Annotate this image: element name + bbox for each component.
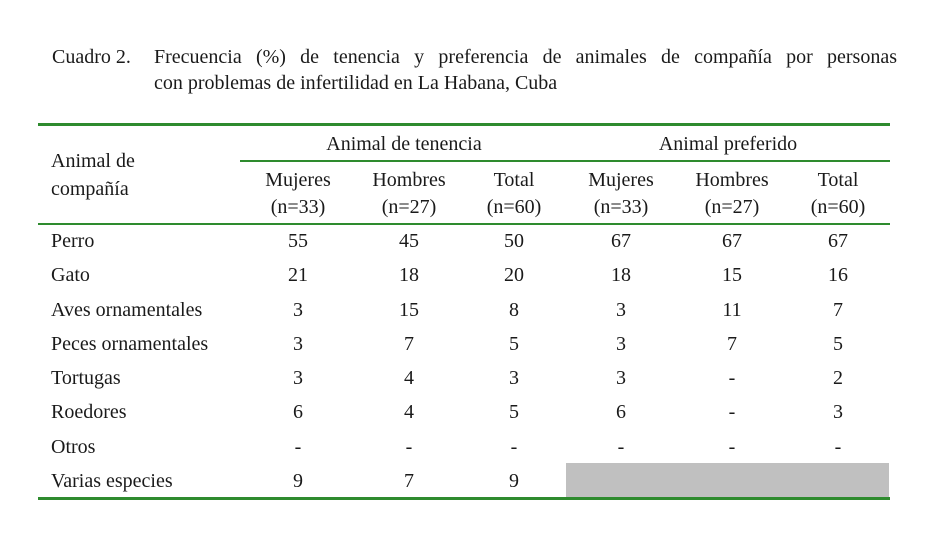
table-cell: 7	[833, 299, 843, 321]
table-cell: 15	[399, 299, 419, 321]
column-header-n: (n=60)	[810, 196, 866, 218]
caption-line-2: con problemas de infertilidad en La Haba…	[154, 72, 558, 94]
table-cell: 8	[509, 299, 519, 321]
table-cell: 50	[504, 230, 524, 252]
caption-label: Cuadro 2.	[52, 46, 131, 68]
table-cell: 18	[611, 264, 631, 286]
table-cell: -	[617, 436, 625, 458]
table-cell: 9	[293, 470, 303, 492]
row-label: Gato	[51, 264, 90, 286]
table-cell: -	[728, 367, 736, 389]
table-cell: 9	[509, 470, 519, 492]
table-cell: -	[510, 436, 518, 458]
column-header-n: (n=27)	[381, 196, 437, 218]
table-cell: 7	[727, 333, 737, 355]
table-cell: 5	[509, 401, 519, 423]
table-caption: Cuadro 2. Frecuencia (%) de tenencia y p…	[52, 44, 897, 96]
table-cell: 7	[404, 470, 414, 492]
table-bottom-rule	[38, 497, 890, 500]
row-label: Varias especies	[51, 470, 173, 492]
column-header-n: (n=27)	[704, 196, 760, 218]
column-header-label: Hombres	[695, 169, 769, 191]
table-cell: 21	[288, 264, 308, 286]
column-header-n: (n=33)	[593, 196, 649, 218]
table-cell: 15	[722, 264, 742, 286]
column-header-label: Hombres	[372, 169, 446, 191]
caption-line-1: Frecuencia (%) de tenencia y preferencia…	[154, 46, 897, 68]
table-cell: 2	[833, 367, 843, 389]
column-header-n: (n=33)	[270, 196, 326, 218]
table-cell: 5	[509, 333, 519, 355]
table-cell: 20	[504, 264, 524, 286]
table-cell: 3	[293, 333, 303, 355]
table-cell: 3	[293, 367, 303, 389]
table-cell: -	[834, 436, 842, 458]
table-cell: 11	[722, 299, 742, 321]
row-label: Roedores	[51, 401, 127, 423]
table-cell: 55	[288, 230, 308, 252]
table-cell: 6	[616, 401, 626, 423]
table-cell: -	[294, 436, 302, 458]
table-cell: 3	[616, 367, 626, 389]
table-cell: -	[728, 436, 736, 458]
column-header-label: Mujeres	[588, 169, 654, 191]
group-header-preferido: Animal preferido	[658, 133, 798, 155]
header-bottom-rule	[38, 223, 890, 225]
table-cell: 16	[828, 264, 848, 286]
table-cell: 7	[404, 333, 414, 355]
group-header-rule	[240, 160, 890, 162]
table-cell: -	[405, 436, 413, 458]
table-cell: 4	[404, 401, 414, 423]
table-cell: 3	[616, 333, 626, 355]
group-header-tenencia: Animal de tenencia	[326, 133, 482, 155]
table-cell: 18	[399, 264, 419, 286]
row-label: Aves ornamentales	[51, 299, 203, 321]
row-label: Tortugas	[51, 367, 121, 389]
row-label: Perro	[51, 230, 95, 252]
table-cell: -	[728, 401, 736, 423]
table-cell: 3	[293, 299, 303, 321]
table-cell: 3	[509, 367, 519, 389]
table-cell: 3	[833, 401, 843, 423]
shaded-empty-cells	[566, 463, 889, 497]
row-header-line-2: compañía	[51, 178, 129, 200]
table-cell: 3	[616, 299, 626, 321]
column-header-label: Total	[493, 169, 535, 191]
row-header-line-1: Animal de	[51, 150, 135, 172]
table-cell: 6	[293, 401, 303, 423]
row-label: Otros	[51, 436, 96, 458]
column-header-n: (n=60)	[486, 196, 542, 218]
table-cell: 67	[611, 230, 631, 252]
table-cell: 45	[399, 230, 419, 252]
table-cell: 67	[828, 230, 848, 252]
row-label: Peces ornamentales	[51, 333, 209, 355]
column-header-label: Total	[817, 169, 859, 191]
column-header-label: Mujeres	[265, 169, 331, 191]
table-cell: 67	[722, 230, 742, 252]
table-top-rule	[38, 123, 890, 126]
table-cell: 4	[404, 367, 414, 389]
table-cell: 5	[833, 333, 843, 355]
